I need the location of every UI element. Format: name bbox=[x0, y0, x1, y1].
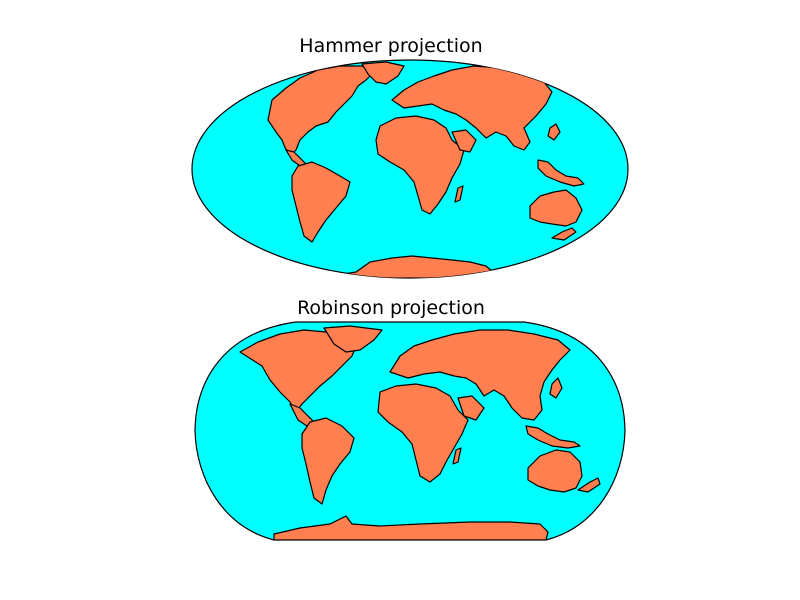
map-title-robinson: Robinson projection bbox=[297, 297, 485, 319]
hammer-eurasia bbox=[391, 65, 553, 151]
robinson-greenland bbox=[323, 325, 383, 353]
robinson-eurasia bbox=[389, 329, 571, 421]
robinson-australia bbox=[527, 449, 583, 493]
robinson-new-zealand bbox=[577, 477, 601, 493]
robinson-madagascar bbox=[452, 447, 462, 465]
robinson-map bbox=[194, 321, 626, 541]
hammer-antarctica bbox=[319, 255, 501, 278]
hammer-japan bbox=[547, 123, 561, 141]
hammer-arabia bbox=[451, 129, 477, 153]
hammer-map bbox=[191, 59, 629, 279]
robinson-south-america bbox=[301, 417, 355, 505]
hammer-se-asia bbox=[537, 159, 585, 187]
hammer-greenland bbox=[361, 61, 405, 85]
robinson-antarctica bbox=[273, 515, 549, 540]
robinson-arabia bbox=[457, 395, 485, 421]
robinson-africa bbox=[377, 383, 469, 483]
hammer-australia bbox=[529, 189, 583, 227]
robinson-north-america bbox=[239, 329, 357, 413]
hammer-africa bbox=[375, 115, 465, 215]
robinson-se-asia bbox=[525, 425, 581, 449]
hammer-new-zealand bbox=[551, 227, 577, 241]
map-title-hammer: Hammer projection bbox=[299, 35, 483, 57]
robinson-japan bbox=[549, 377, 563, 399]
hammer-south-america bbox=[291, 161, 351, 243]
hammer-madagascar bbox=[454, 185, 464, 203]
